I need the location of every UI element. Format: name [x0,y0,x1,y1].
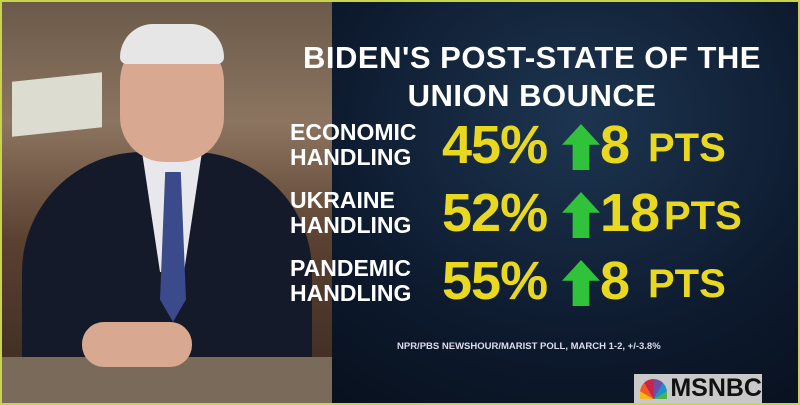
approval-value: 52% [442,183,548,243]
approval-value: 55% [442,251,548,311]
unit-label: PTS [648,126,726,170]
row-label: PANDEMIC HANDLING [290,255,412,306]
peacock-icon [640,378,668,399]
hands [82,322,192,367]
tie [160,172,186,322]
change-value: 8 [600,115,631,175]
approval-value: 45% [442,115,548,175]
row-label: UKRAINE HANDLING [290,187,412,238]
title-line-2: UNION BOUNCE [407,78,657,113]
graphic-panel [252,2,798,403]
unit-label: PTS [664,194,742,238]
hair [120,24,224,64]
network-logo: MSNBC [634,374,762,403]
title-line-1: BIDEN'S POST-STATE OF THE [303,40,761,75]
row-label: ECONOMIC HANDLING [290,119,417,170]
change-value: 8 [600,251,631,311]
papers [12,72,102,137]
poll-source: NPR/PBS NEWSHOUR/MARIST POLL, MARCH 1-2,… [397,341,661,352]
speaker-photo [2,2,332,403]
unit-label: PTS [648,262,726,306]
change-value: 18 [600,183,661,243]
